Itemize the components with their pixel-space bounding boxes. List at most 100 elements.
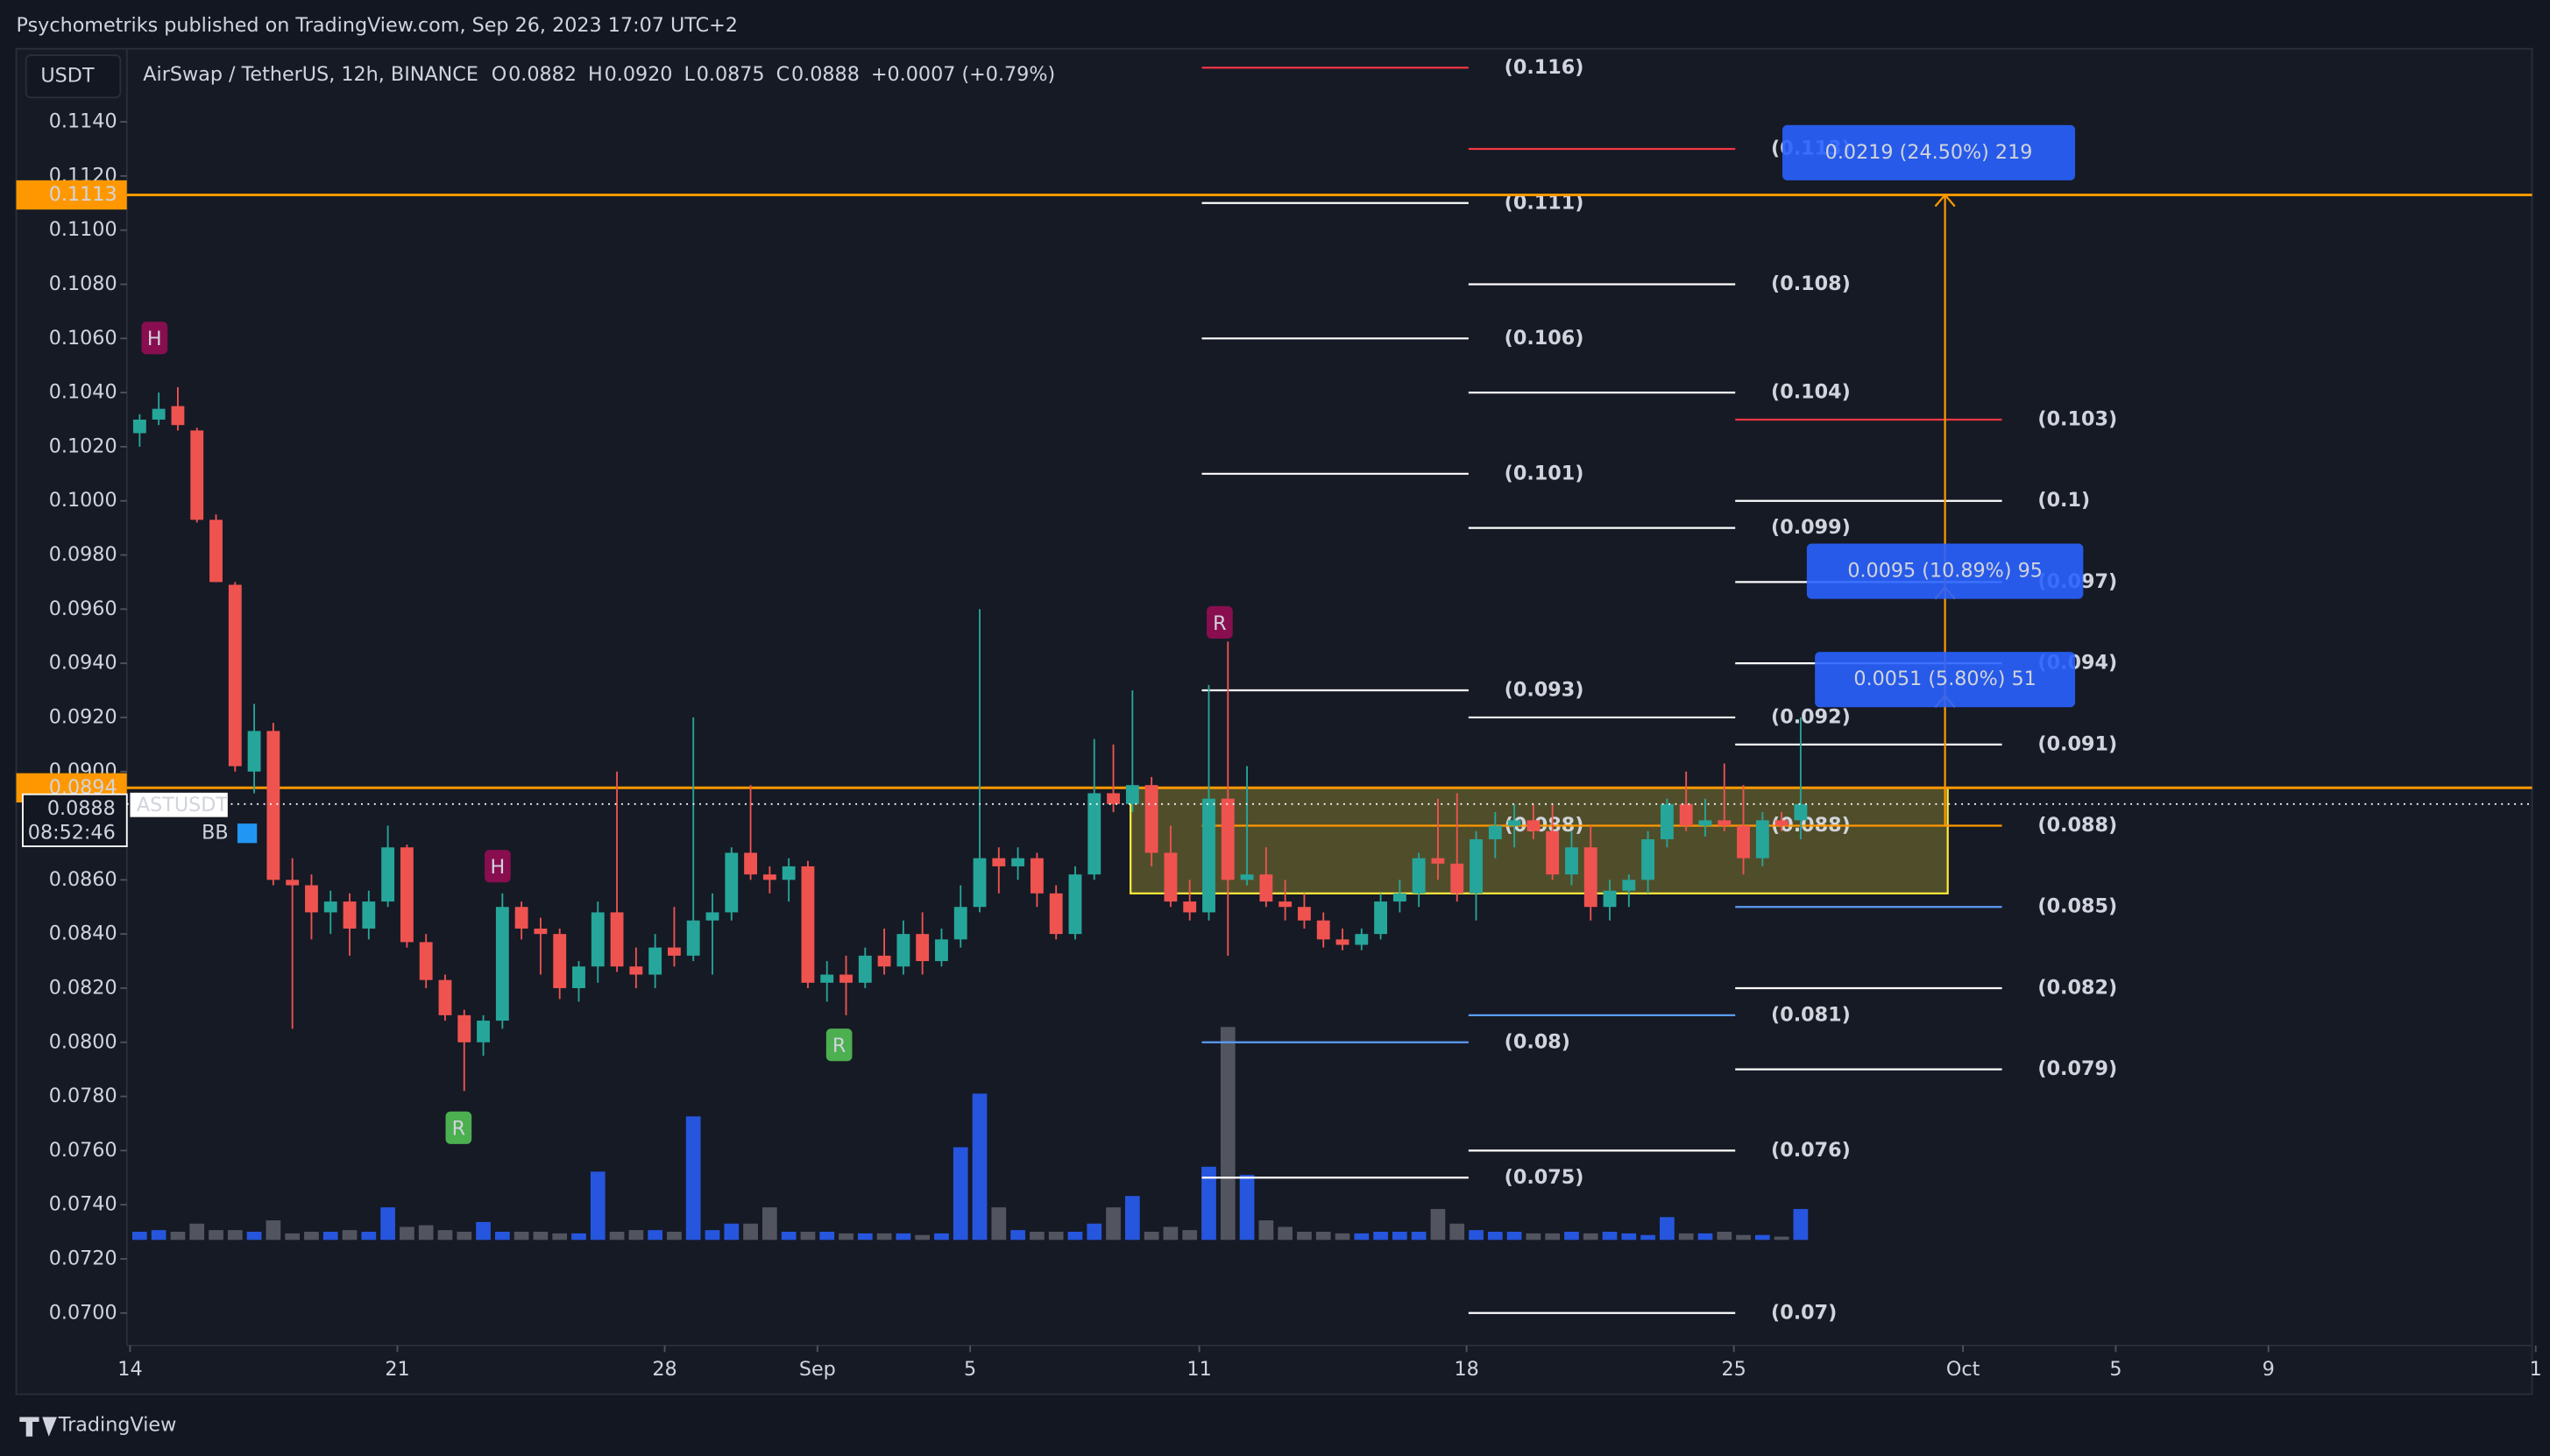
- volume-bar: [1660, 1217, 1675, 1240]
- projection-box: [1815, 652, 2076, 708]
- candle-body: [1355, 934, 1369, 945]
- fib-label: (0.1): [2037, 489, 2090, 512]
- candle-body: [801, 866, 815, 983]
- candle-body: [1107, 793, 1120, 804]
- candle-body: [305, 885, 318, 913]
- volume-bar: [1201, 1166, 1216, 1240]
- fib-label: (0.085): [2037, 895, 2117, 918]
- candle-body: [1431, 858, 1445, 864]
- volume-bar: [380, 1207, 395, 1240]
- candle-body: [1144, 785, 1158, 853]
- x-tick-label: 9: [2263, 1358, 2275, 1381]
- y-tick-label: 0.0920: [49, 705, 117, 728]
- volume-bar: [1087, 1223, 1102, 1240]
- candle-body: [591, 912, 605, 967]
- candle-body: [495, 907, 509, 1021]
- volume-bar: [246, 1232, 262, 1240]
- volume-bar: [1583, 1233, 1598, 1240]
- indicator-label: BB: [202, 822, 229, 845]
- candle-body: [1298, 907, 1311, 921]
- candle-body: [1125, 785, 1139, 804]
- candle-body: [1737, 825, 1750, 859]
- y-tick-label: 0.0980: [49, 543, 117, 566]
- volume-bar: [151, 1230, 166, 1240]
- price-tag-label: 0.1113: [49, 183, 117, 206]
- currency-button[interactable]: [25, 54, 122, 99]
- candle-body: [1718, 820, 1732, 826]
- volume-bar: [1163, 1226, 1179, 1240]
- y-tick-label: 0.1040: [49, 381, 117, 404]
- candle-body: [896, 934, 910, 967]
- candle-body: [1450, 863, 1464, 894]
- volume-bar: [1487, 1232, 1503, 1240]
- last-price-tag: [22, 793, 128, 847]
- candle-body: [629, 966, 643, 975]
- volume-bar: [552, 1233, 568, 1240]
- x-tick-label: 28: [652, 1358, 676, 1381]
- candle-body: [514, 907, 528, 929]
- y-tick-label: 0.0960: [49, 597, 117, 620]
- candle-body: [1622, 880, 1636, 891]
- candle-body: [343, 901, 357, 929]
- volume-bar: [1602, 1232, 1618, 1240]
- candle-body: [553, 934, 567, 988]
- candle-body: [762, 874, 776, 880]
- volume-bar: [1106, 1207, 1121, 1240]
- volume-bar: [762, 1207, 777, 1240]
- candle-body: [1679, 803, 1693, 826]
- fib-label: (0.093): [1505, 679, 1584, 702]
- candle-body: [1603, 890, 1617, 908]
- fib-label: (0.099): [1771, 516, 1851, 539]
- candle-body: [190, 430, 204, 520]
- candle-body: [820, 974, 834, 983]
- marker-label: R: [1213, 612, 1226, 635]
- fib-label: (0.075): [1505, 1166, 1584, 1189]
- candle-body: [992, 858, 1006, 866]
- volume-bar: [1545, 1233, 1561, 1240]
- candle-body: [1565, 847, 1578, 875]
- y-tick-label: 0.0820: [49, 976, 117, 999]
- candle-body: [1641, 838, 1655, 880]
- volume-bar: [1220, 1027, 1236, 1240]
- candle-body: [1279, 901, 1293, 908]
- candle-body: [1335, 939, 1349, 945]
- candle-body: [1660, 803, 1674, 839]
- volume-bar: [132, 1232, 147, 1240]
- volume-bar: [991, 1207, 1007, 1240]
- volume-bar: [418, 1225, 434, 1240]
- y-tick-label: 0.0740: [49, 1193, 117, 1216]
- y-tick-label: 0.0760: [49, 1139, 117, 1162]
- fib-label: (0.092): [1771, 705, 1851, 728]
- volume-bar: [1335, 1233, 1350, 1240]
- x-tick-label: 21: [385, 1358, 409, 1381]
- candle-body: [457, 1014, 471, 1043]
- volume-bar: [667, 1232, 682, 1240]
- candle-body: [1794, 803, 1808, 821]
- candle-body: [228, 584, 242, 767]
- legend-value: 0.0875: [697, 63, 765, 86]
- volume-bar: [304, 1232, 319, 1240]
- candle-body: [725, 852, 739, 913]
- legend-value: 0.0920: [605, 63, 673, 86]
- candle-body: [362, 901, 376, 929]
- candle-body: [1526, 820, 1541, 831]
- candle-body: [953, 907, 967, 940]
- candle-body: [1755, 820, 1769, 859]
- legend-key: O: [492, 63, 507, 86]
- candle-body: [438, 979, 452, 1015]
- volume-bar: [400, 1226, 414, 1240]
- fib-label: (0.081): [1771, 1003, 1851, 1026]
- price-tag: [16, 180, 127, 210]
- volume-bar: [685, 1116, 701, 1240]
- candle-body: [1068, 874, 1082, 935]
- y-tick-label: 0.0860: [49, 868, 117, 891]
- marker-label: R: [452, 1118, 465, 1141]
- candle-body: [1202, 798, 1215, 913]
- volume-bar: [1736, 1234, 1751, 1240]
- volume-bar: [1621, 1233, 1637, 1240]
- volume-bar: [1774, 1236, 1789, 1240]
- volume-bar: [494, 1232, 510, 1240]
- candle-body: [323, 901, 337, 913]
